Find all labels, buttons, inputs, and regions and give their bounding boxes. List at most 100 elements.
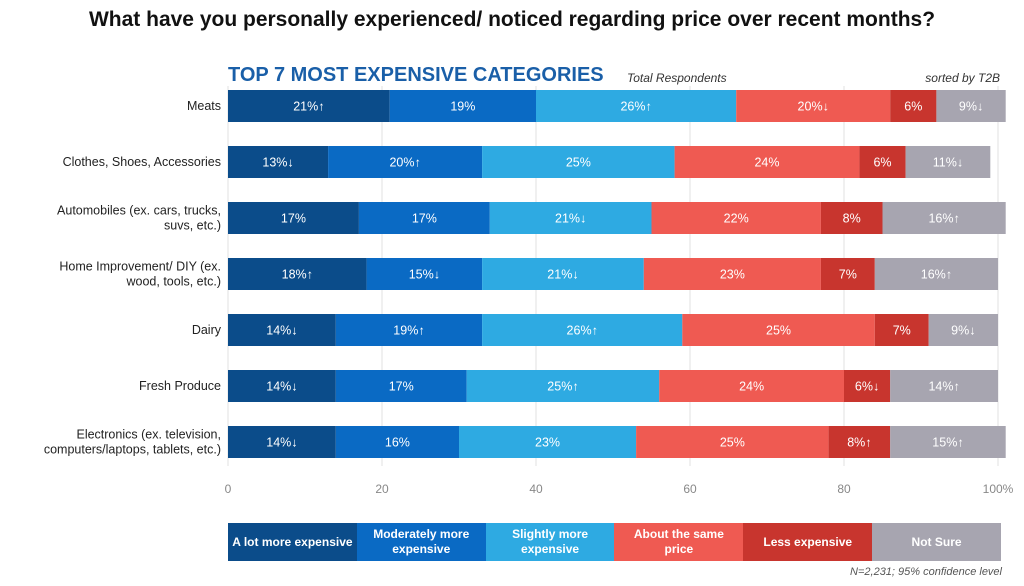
bar-segment xyxy=(820,202,883,234)
legend-item-slightly-more: Slightly more expensive xyxy=(485,523,615,561)
bar-segment xyxy=(536,90,737,122)
data-label: 15%↓ xyxy=(409,268,440,282)
bar-segment xyxy=(335,370,467,402)
x-tick-label: 0 xyxy=(225,482,232,496)
bar-segment xyxy=(228,258,367,290)
chart-title: What have you personally experienced/ no… xyxy=(88,8,936,31)
data-label: 23% xyxy=(720,268,745,282)
bar-segment xyxy=(228,426,336,458)
data-label: 25% xyxy=(566,156,591,170)
footnote: N=2,231; 95% confidence level xyxy=(850,566,1002,578)
category-label: Meats xyxy=(187,99,221,113)
bar-segment xyxy=(335,314,483,346)
data-label: 16% xyxy=(385,436,410,450)
stacked-bar-chart: 0 20 40 60 80 100% Meats 21%↑ 19% 26%↑ 20%↓ 6% 9%↓ Cl… xyxy=(44,86,1014,496)
legend-item-moderately-more: Moderately more expensive xyxy=(356,523,486,561)
data-label: 13%↓ xyxy=(262,156,293,170)
bar-segment xyxy=(844,370,891,402)
bar-segment xyxy=(459,426,637,458)
bar-segment xyxy=(890,426,1006,458)
bar-segment xyxy=(482,146,675,178)
data-label: 24% xyxy=(739,380,764,394)
bar-segment xyxy=(228,370,336,402)
bar-segment xyxy=(482,258,644,290)
bar-segment xyxy=(936,90,1006,122)
data-label: 14%↓ xyxy=(266,380,297,394)
bar-segment xyxy=(928,314,998,346)
legend-item-a-lot-more: A lot more expensive xyxy=(228,523,357,561)
data-label: 25% xyxy=(720,436,745,450)
data-label: 23% xyxy=(535,436,560,450)
bar-segment xyxy=(659,370,844,402)
legend-item-not-sure: Not Sure xyxy=(872,523,1001,561)
bar-segment xyxy=(682,314,875,346)
bar-segment xyxy=(228,90,390,122)
data-label: 6% xyxy=(904,100,922,114)
data-label: 9%↓ xyxy=(959,100,983,114)
data-label: 26%↑ xyxy=(620,100,651,114)
category-label: Automobiles (ex. cars, trucks, suvs, etc.… xyxy=(57,204,221,233)
bar-segment xyxy=(389,90,536,122)
x-tick-label: 20 xyxy=(375,482,389,496)
data-label: 7% xyxy=(839,268,857,282)
x-tick-label: 60 xyxy=(683,482,697,496)
data-label: 25%↑ xyxy=(547,380,578,394)
bar-segment xyxy=(228,314,336,346)
data-label: 17% xyxy=(412,212,437,226)
bar-segment xyxy=(651,202,821,234)
data-label: 17% xyxy=(389,380,414,394)
bar-segment xyxy=(636,426,829,458)
bar-segment xyxy=(482,314,683,346)
data-label: 8% xyxy=(843,212,861,226)
bar-segment xyxy=(466,370,660,402)
data-label: 16%↑ xyxy=(928,212,959,226)
bar-segment xyxy=(882,202,1006,234)
category-label: Dairy xyxy=(192,323,222,337)
data-label: 20%↑ xyxy=(389,156,420,170)
data-label: 19% xyxy=(450,100,475,114)
bar-segment xyxy=(674,146,860,178)
bar-segment xyxy=(335,426,459,458)
data-label: 18%↑ xyxy=(282,268,313,282)
x-tick-label: 40 xyxy=(529,482,543,496)
bar-segment xyxy=(736,90,891,122)
data-label: 20%↓ xyxy=(798,100,829,114)
bar-segment xyxy=(358,202,490,234)
bar-segment xyxy=(228,146,329,178)
data-label: 26%↑ xyxy=(567,324,598,338)
data-label: 21%↓ xyxy=(555,212,586,226)
chart-subtitle: TOP 7 MOST EXPENSIVE CATEGORIES xyxy=(228,64,604,86)
data-label: 6% xyxy=(873,156,891,170)
data-label: 11%↓ xyxy=(933,156,963,170)
bar-segment xyxy=(874,314,929,346)
legend-item-less-expensive: Less expensive xyxy=(743,523,873,561)
sort-note: sorted by T2B xyxy=(925,71,1000,85)
bar-segment xyxy=(890,370,998,402)
data-label: 25% xyxy=(766,324,791,338)
data-label: 19%↑ xyxy=(393,324,424,338)
data-label: 22% xyxy=(724,212,749,226)
data-label: 21%↓ xyxy=(547,268,578,282)
data-label: 15%↑ xyxy=(932,436,963,450)
bar-segment xyxy=(905,146,991,178)
legend-item-same-price: About the same price xyxy=(614,523,744,561)
category-label: Electronics (ex. television, computers/la… xyxy=(44,428,221,457)
bar-segment xyxy=(366,258,483,290)
data-label: 16%↑ xyxy=(921,268,952,282)
bar-segment xyxy=(228,202,359,234)
legend: A lot more expensive Moderately more exp… xyxy=(228,523,1001,561)
respondents-note: Total Respondents xyxy=(627,71,727,85)
data-label: 14%↓ xyxy=(266,324,297,338)
bar-segment xyxy=(820,258,875,290)
bar-segment xyxy=(828,426,891,458)
category-label: Clothes, Shoes, Accessories xyxy=(63,155,221,169)
data-label: 14%↑ xyxy=(928,380,959,394)
data-label: 21%↑ xyxy=(293,100,324,114)
data-label: 24% xyxy=(754,156,779,170)
category-label: Home Improvement/ DIY (ex. wood, tools, e… xyxy=(59,260,221,289)
data-label: 7% xyxy=(893,324,911,338)
bar-segment xyxy=(874,258,998,290)
category-label: Fresh Produce xyxy=(139,379,221,393)
bar-segment xyxy=(643,258,821,290)
bar-segment xyxy=(859,146,906,178)
